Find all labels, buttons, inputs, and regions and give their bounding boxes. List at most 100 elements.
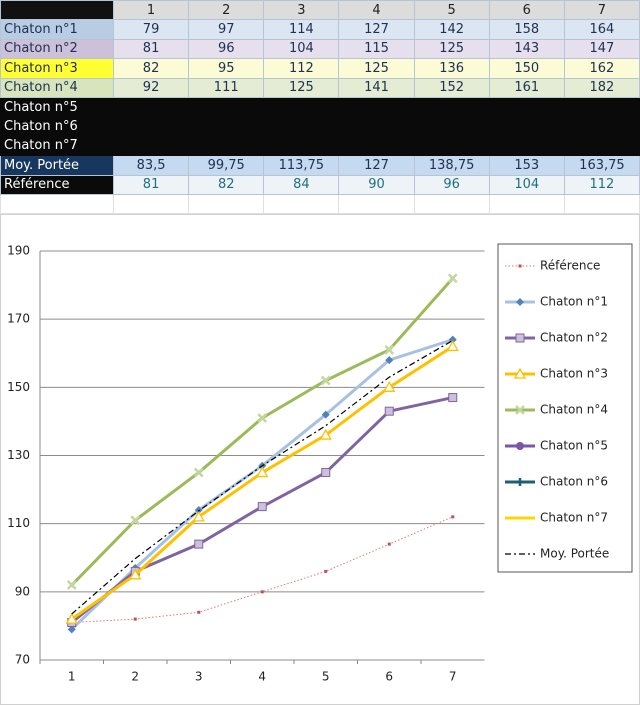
x-tick-label: 7	[449, 670, 457, 684]
table-cell	[488, 135, 565, 157]
table-cell	[112, 116, 190, 137]
table-cell: 127	[338, 19, 415, 40]
empty-cell	[488, 193, 565, 215]
data-point	[260, 590, 264, 594]
legend-label: Référence	[540, 259, 600, 273]
table-row: Chaton n°5	[0, 96, 640, 118]
table-cell: 125	[413, 38, 490, 60]
data-point	[194, 506, 203, 515]
table-row: Chaton n°7	[0, 135, 640, 157]
series-line	[71, 340, 454, 615]
legend-marker	[516, 442, 524, 451]
empty-cell	[0, 193, 114, 215]
y-tick-label: 70	[15, 653, 30, 667]
table-cell	[263, 135, 340, 157]
data-point	[387, 542, 391, 546]
table-cell: 152	[413, 77, 490, 98]
data-point	[66, 580, 77, 591]
legend-marker	[516, 478, 524, 487]
legend-marker	[518, 264, 522, 268]
column-header: 6	[488, 0, 565, 21]
column-header: 7	[563, 0, 640, 21]
data-point	[384, 406, 394, 416]
legend-marker	[515, 333, 525, 343]
table-cell: 81	[112, 38, 190, 60]
column-header: 4	[338, 0, 415, 21]
table-cell	[413, 116, 490, 137]
table-cell: 97	[188, 19, 265, 40]
x-tick-label: 1	[68, 670, 76, 684]
table-cell: 96	[413, 174, 490, 195]
table-cell	[413, 135, 490, 157]
table-cell: 115	[338, 38, 415, 60]
legend-label: Chaton n°7	[540, 511, 608, 525]
row-label: Chaton n°7	[0, 135, 114, 157]
table-cell: 163,75	[563, 155, 640, 176]
data-point	[65, 613, 78, 625]
legend-marker	[515, 405, 525, 416]
table-row: Chaton n°2 81 96 104 115 125 143 147	[0, 38, 640, 60]
table-cell: 127	[338, 155, 415, 176]
data-table: 1 2 3 4 5 6 7 Chaton n°1 79 97 114 127 142 158 164 Chat…	[0, 0, 640, 215]
data-point	[192, 510, 205, 522]
x-tick-label: 4	[258, 670, 266, 684]
table-row: Moy. Portée 83,5 99,75 113,75 127 138,75 153 16…	[0, 155, 640, 176]
table-cell: 141	[338, 77, 415, 98]
empty-cell	[338, 193, 415, 215]
table-cell	[488, 116, 565, 137]
table-row: Chaton n°6	[0, 116, 640, 137]
data-point	[385, 356, 394, 365]
table-cell: 142	[413, 19, 490, 40]
table-cell	[338, 96, 415, 118]
empty-cell	[188, 193, 265, 215]
data-point	[321, 410, 330, 419]
data-point	[194, 539, 204, 549]
table-cell: 99,75	[188, 155, 265, 176]
legend-label: Chaton n°1	[540, 295, 608, 309]
empty-cell	[263, 193, 340, 215]
column-header: 5	[413, 0, 490, 21]
corner-cell	[0, 0, 114, 21]
x-tick-label: 6	[385, 670, 393, 684]
column-header: 1	[112, 0, 190, 21]
data-point	[324, 570, 328, 574]
legend-label: Chaton n°6	[540, 475, 608, 489]
row-label: Chaton n°2	[0, 38, 114, 60]
table-cell: 161	[488, 77, 565, 98]
table-cell: 112	[563, 174, 640, 195]
table-cell: 92	[112, 77, 190, 98]
table-cell	[488, 96, 565, 118]
table-row	[0, 193, 640, 215]
table-cell	[188, 135, 265, 157]
x-tick-label: 2	[131, 670, 139, 684]
table-cell: 138,75	[413, 155, 490, 176]
y-tick-label: 150	[7, 380, 30, 394]
data-point	[448, 393, 458, 403]
table-cell: 104	[488, 174, 565, 195]
table-cell	[188, 116, 265, 137]
legend-marker	[513, 367, 527, 379]
table-cell: 158	[488, 19, 565, 40]
row-label: Chaton n°1	[0, 19, 114, 40]
table-cell	[563, 135, 640, 157]
table-cell	[413, 96, 490, 118]
data-point	[130, 515, 141, 526]
legend-label: Chaton n°2	[540, 331, 608, 345]
table-cell	[563, 96, 640, 118]
legend-label: Chaton n°4	[540, 403, 608, 417]
data-point	[383, 381, 396, 393]
table-cell: 143	[488, 38, 565, 60]
x-tick-label: 5	[322, 670, 330, 684]
data-point	[67, 625, 76, 634]
table-cell: 125	[338, 58, 415, 79]
table-row: Chaton n°3 82 95 112 125 136 150 162	[0, 58, 640, 79]
row-label: Chaton n°5	[0, 96, 114, 118]
table-cell: 125	[263, 77, 340, 98]
row-label: Chaton n°6	[0, 116, 114, 137]
table-cell	[338, 116, 415, 137]
table-row: Chaton n°4 92 111 125 141 152 161 182	[0, 77, 640, 98]
table-cell: 95	[188, 58, 265, 79]
data-point	[197, 611, 201, 615]
data-point	[384, 345, 395, 356]
